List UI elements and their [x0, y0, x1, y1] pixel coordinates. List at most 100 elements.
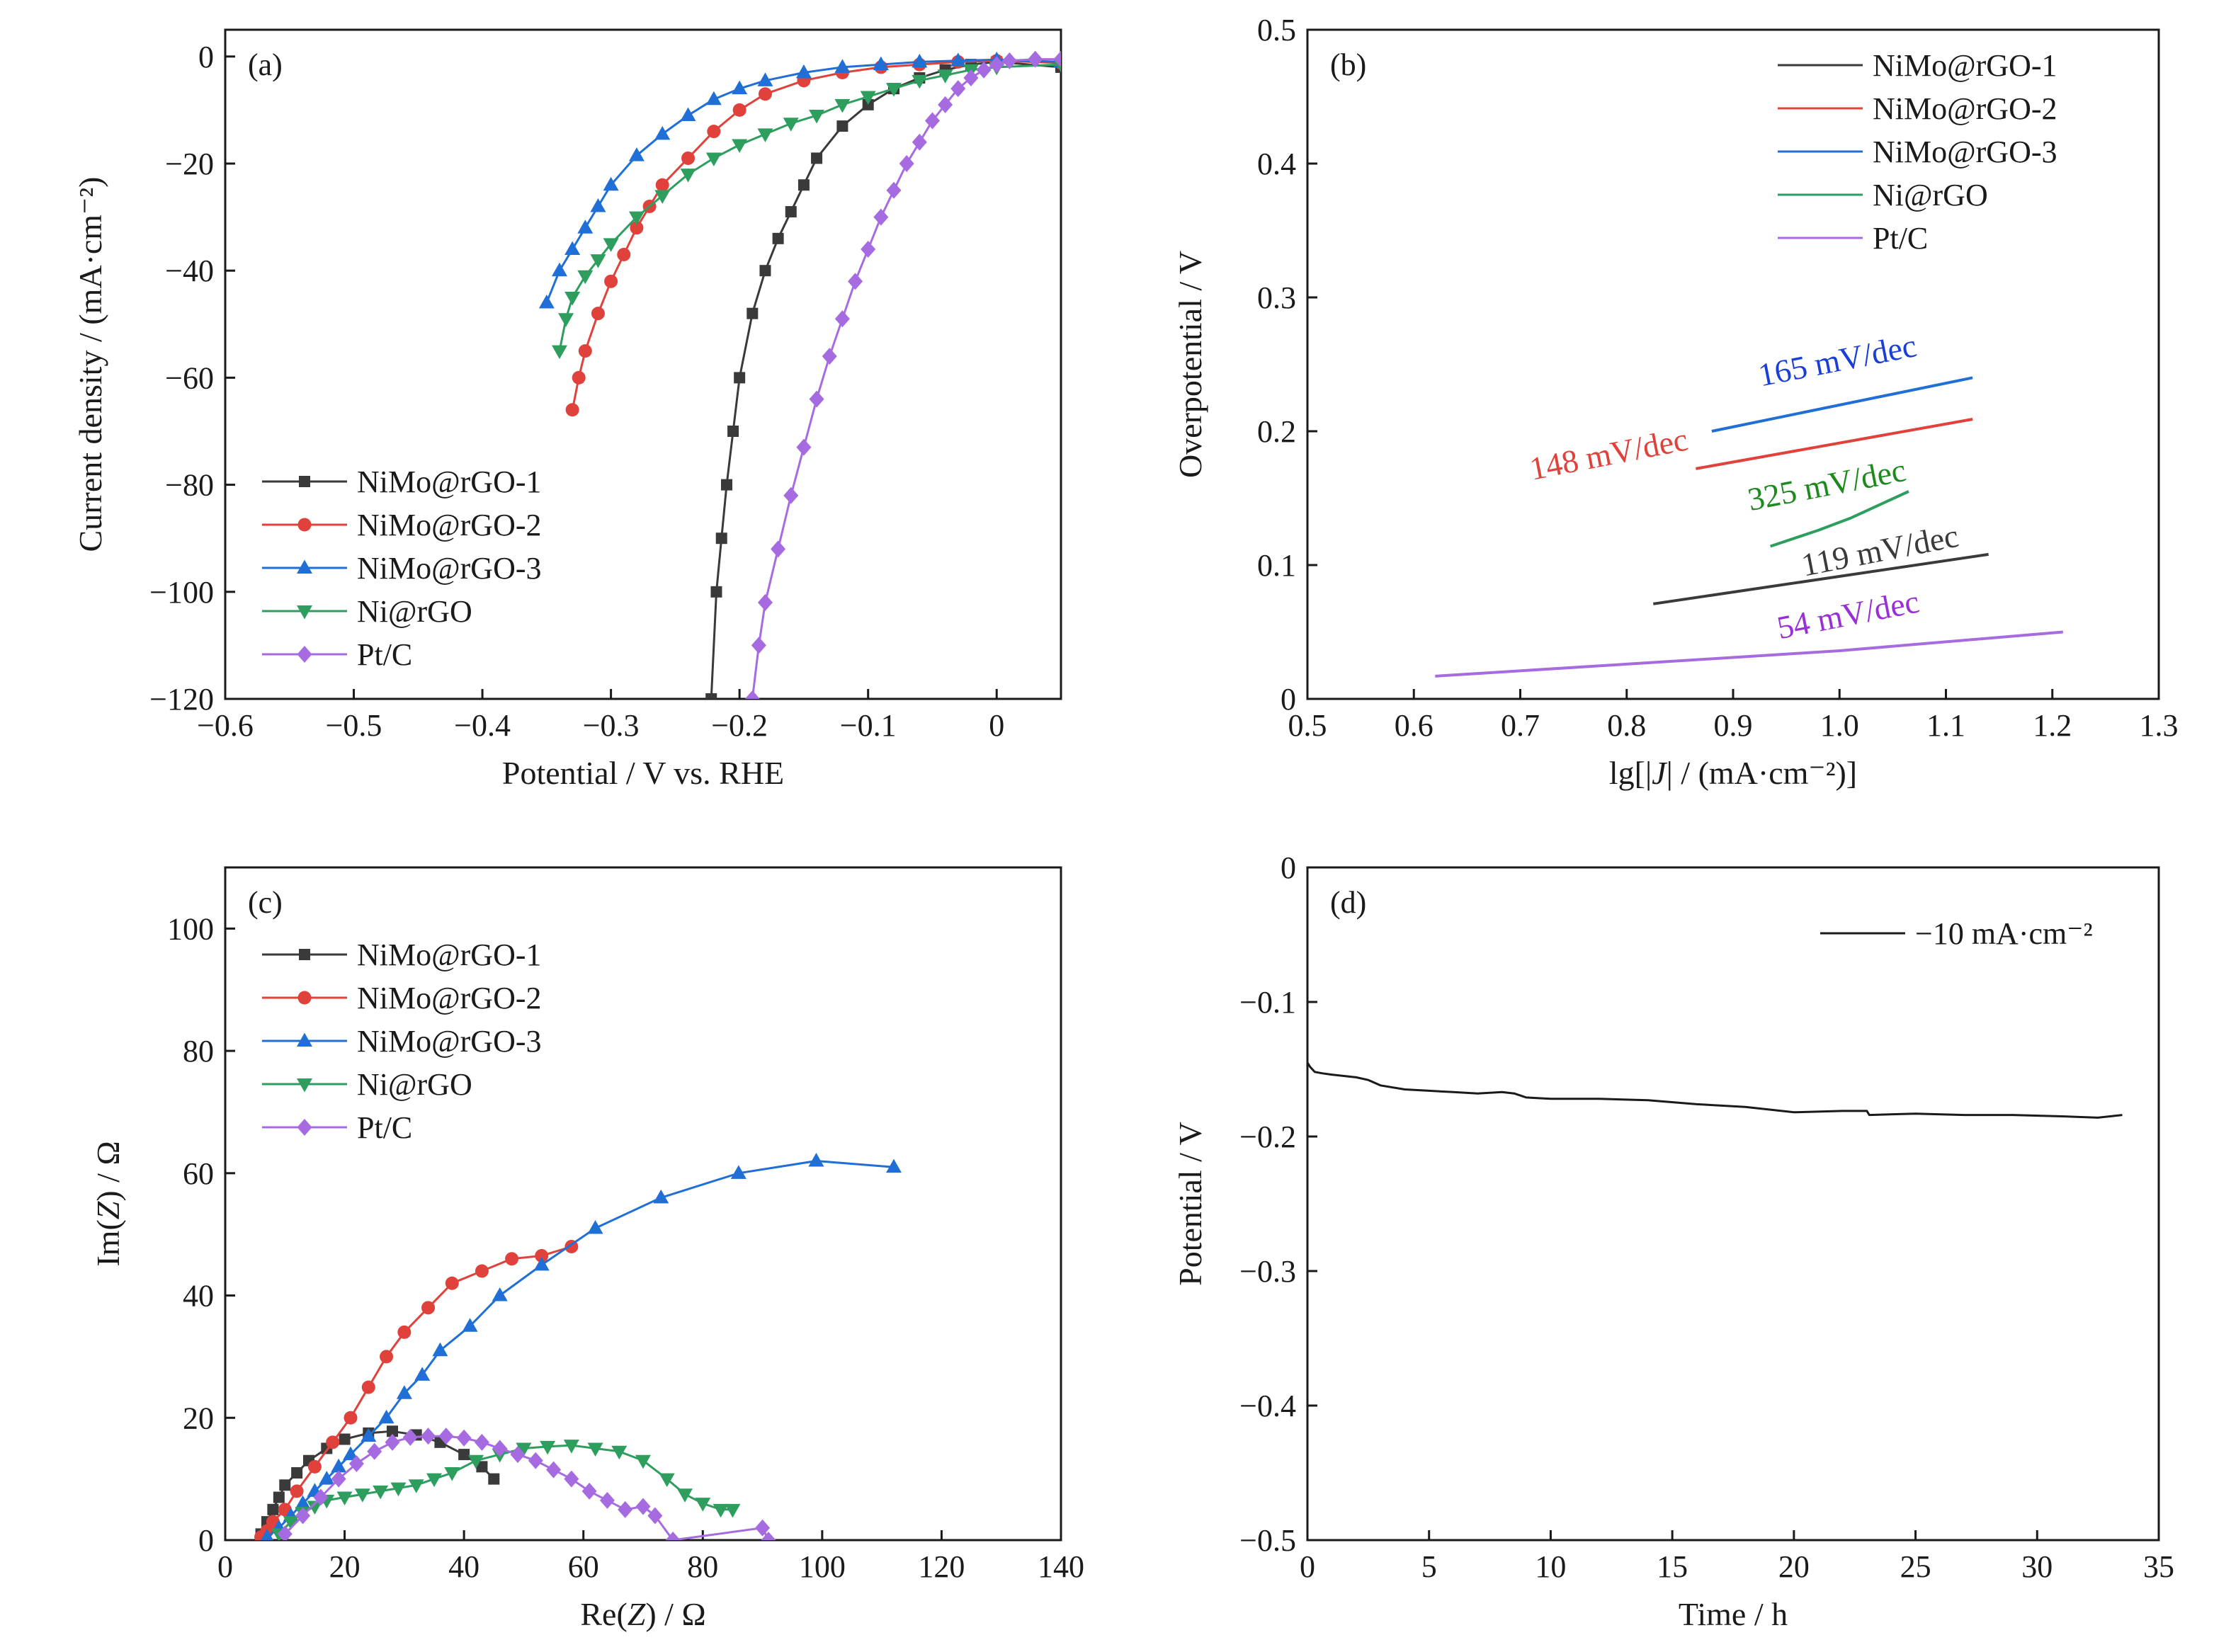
series-Pt/C — [1435, 630, 2063, 678]
data-point — [331, 1470, 346, 1488]
series-NiMo@rGO-1 — [1653, 552, 1989, 605]
x-axis-label: Time / h — [1679, 1596, 1788, 1632]
x-tick-label: −0.4 — [454, 708, 511, 743]
data-point — [373, 1485, 389, 1500]
data-point — [822, 348, 837, 365]
legend-marker — [297, 646, 312, 663]
data-point — [886, 83, 902, 97]
data-point — [533, 1256, 550, 1271]
x-tick-label: 20 — [1778, 1549, 1810, 1584]
data-point — [367, 1442, 382, 1460]
y-tick-label: −0.2 — [1239, 1120, 1296, 1154]
data-point — [618, 1500, 633, 1518]
y-tick-label: 0.3 — [1257, 280, 1296, 315]
data-point — [937, 69, 953, 84]
slope-annotation: 165 mV/dec — [1755, 327, 1919, 393]
y-tick-label: 0.1 — [1257, 548, 1296, 583]
series-line — [1769, 490, 1909, 548]
x-axis-label-part: Re( — [580, 1596, 627, 1632]
data-point — [587, 1220, 603, 1234]
data-point — [808, 1153, 824, 1167]
data-point — [912, 133, 927, 151]
plot-frame — [1306, 866, 2160, 1542]
data-point — [654, 125, 671, 140]
data-point — [581, 1482, 597, 1500]
x-tick-label: 1.3 — [2140, 708, 2179, 743]
data-point — [348, 1455, 364, 1473]
slope-annotation: 148 mV/dec — [1526, 421, 1691, 486]
data-point — [772, 232, 784, 244]
x-tick-label: 1.2 — [2033, 708, 2072, 743]
data-point — [307, 1500, 323, 1515]
panel-label: (c) — [248, 885, 283, 920]
y-tick-label: −0.5 — [1239, 1523, 1296, 1558]
x-axis-label-part: J — [1652, 755, 1668, 791]
y-tick-label: 0.4 — [1257, 147, 1296, 181]
data-point — [834, 310, 850, 328]
data-point — [834, 59, 851, 73]
data-point — [290, 1484, 304, 1498]
data-point — [564, 292, 581, 306]
x-tick-label: 0.7 — [1501, 708, 1540, 743]
data-point — [380, 1350, 394, 1364]
data-point — [751, 637, 766, 654]
x-tick-label: −0.2 — [711, 708, 768, 743]
data-point — [886, 1158, 902, 1173]
y-tick-label: −60 — [165, 360, 214, 395]
series-Ni@rGO — [271, 1440, 741, 1540]
data-point — [402, 1428, 418, 1446]
y-tick-label: 0 — [1281, 682, 1296, 717]
data-point — [361, 1380, 375, 1394]
data-point — [343, 1446, 358, 1461]
x-tick-label: 0.6 — [1395, 708, 1434, 743]
data-point — [705, 152, 722, 166]
slope-annotation: 54 mV/dec — [1774, 583, 1922, 646]
data-point — [546, 1461, 562, 1479]
data-point — [912, 74, 928, 89]
panel-label: (a) — [248, 47, 283, 82]
data-point — [635, 1454, 651, 1469]
data-point — [475, 1264, 489, 1278]
series-line — [266, 1160, 895, 1538]
chart-layer: −0.6 −0.5 −0.4 −0.3 −0.2 −0.1 00−20−40−60−80−1… — [72, 13, 2179, 1632]
data-point — [319, 1471, 335, 1485]
x-tick-label: 0.8 — [1607, 708, 1646, 743]
x-tick-label: 0 — [989, 708, 1004, 743]
data-point — [734, 372, 746, 384]
series-line — [1696, 418, 1973, 470]
data-point — [558, 313, 574, 327]
legend-label: NiMo@rGO-1 — [357, 465, 542, 499]
data-point — [488, 1473, 500, 1485]
data-point — [476, 1461, 488, 1473]
legend-label: NiMo@rGO-3 — [357, 1024, 542, 1059]
legend-label: NiMo@rGO-2 — [357, 508, 542, 542]
data-point — [963, 69, 979, 87]
data-point — [755, 1519, 771, 1537]
legend: NiMo@rGO-1 NiMo@rGO-2 NiMo@rGO-3 Ni@rGO Pt/C — [1778, 48, 2057, 256]
data-point — [809, 109, 825, 124]
y-tick-label: −20 — [165, 147, 214, 181]
series-NiMo@rGO-2 — [1696, 418, 1973, 470]
data-point — [1001, 52, 1017, 69]
series-group — [1435, 376, 2063, 678]
data-point — [267, 1503, 279, 1515]
data-point — [873, 56, 889, 71]
x-tick-label: 0.9 — [1714, 708, 1753, 743]
data-point — [730, 1165, 746, 1179]
y-axis-label: Im(Z) / Ω — [90, 1141, 126, 1266]
data-point — [565, 403, 579, 417]
x-axis-label: lg[|J| / (mA·cm⁻²)] — [1609, 755, 1857, 791]
data-point — [680, 169, 696, 183]
series-line — [1307, 1061, 2123, 1119]
data-point — [783, 118, 799, 132]
slope-annotation: 325 mV/dec — [1744, 452, 1909, 518]
x-tick-label: 1.0 — [1820, 708, 1859, 743]
data-point — [705, 91, 722, 106]
y-axis-label: Current density / (mA·cm⁻²) — [72, 177, 108, 552]
data-point — [587, 1442, 603, 1457]
series-line — [1653, 552, 1989, 605]
y-axis-label: Overpotential / V — [1172, 251, 1208, 478]
data-point — [989, 56, 1004, 74]
data-point — [492, 1287, 508, 1301]
data-point — [746, 307, 759, 319]
